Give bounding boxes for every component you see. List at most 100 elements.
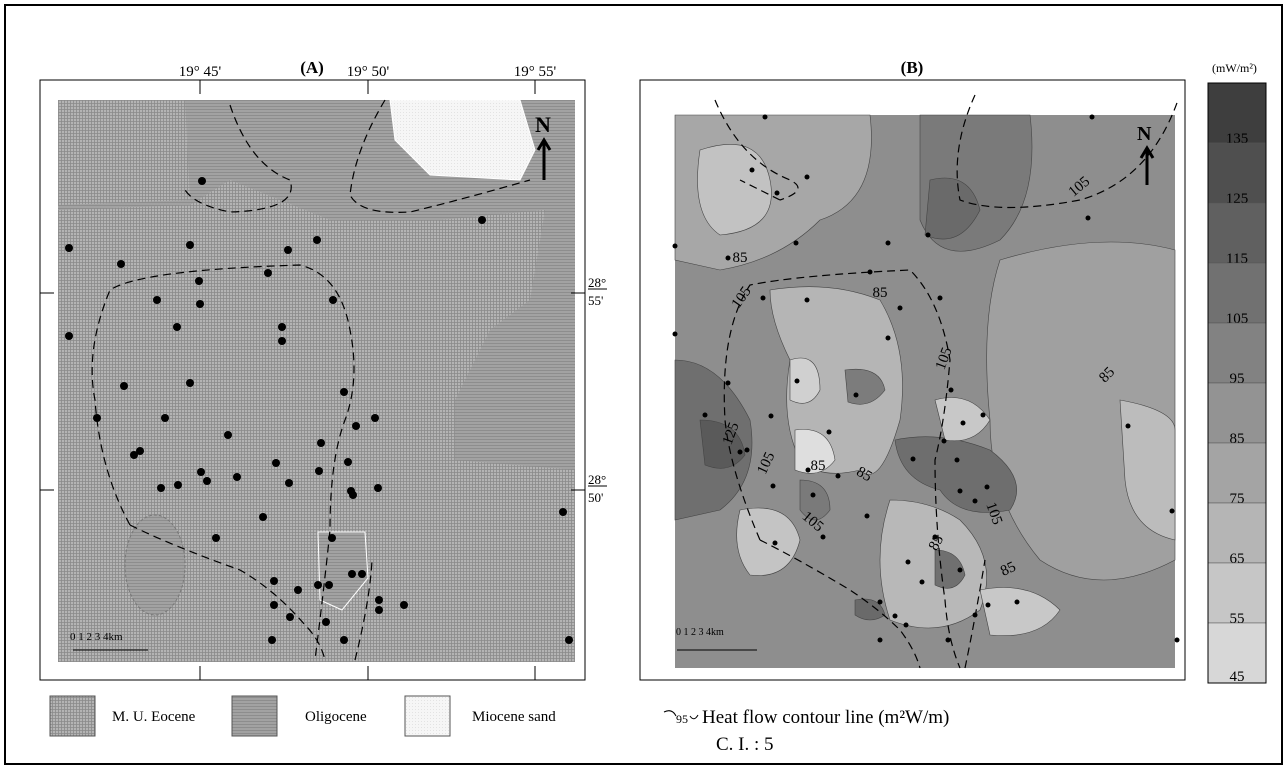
site: [117, 260, 125, 268]
site: [885, 335, 891, 341]
site: [349, 491, 357, 499]
legend-swatch: [404, 695, 451, 737]
site: [120, 382, 128, 390]
legend-swatch: [231, 695, 278, 737]
site: [960, 420, 966, 426]
boundary-lines: [714, 94, 1179, 669]
site: [1174, 637, 1180, 643]
site: [760, 295, 766, 301]
site: [565, 636, 573, 644]
site: [314, 581, 322, 589]
contour-label: 85: [733, 250, 748, 266]
site: [937, 295, 943, 301]
site: [348, 570, 356, 578]
contour-fills: [674, 114, 1176, 636]
site: [954, 457, 960, 463]
site: [375, 606, 383, 614]
site: [374, 484, 382, 492]
site: [186, 241, 194, 249]
site: [313, 236, 321, 244]
site: [186, 379, 194, 387]
site: [157, 484, 165, 492]
site: [93, 414, 101, 422]
panel-label: (A)19° 45'19° 50'19° 55'28°55'28°50': [300, 58, 324, 77]
site: [903, 622, 909, 628]
site: [371, 414, 379, 422]
oligocene-area: [124, 514, 186, 616]
site: [325, 581, 333, 589]
contour-label: 85: [873, 285, 888, 301]
north-arrow: [1139, 145, 1155, 185]
site: [161, 414, 169, 422]
latitude-minutes: 55': [588, 293, 603, 308]
site: [972, 612, 978, 618]
site: [702, 412, 708, 418]
site: [294, 586, 302, 594]
site: [173, 323, 181, 331]
site: [65, 332, 73, 340]
site: [768, 413, 774, 419]
site: [259, 513, 267, 521]
site: [268, 636, 276, 644]
colorbar-frame: [1207, 82, 1267, 684]
site: [153, 296, 161, 304]
north-arrow: [536, 137, 552, 180]
site: [286, 613, 294, 621]
site: [284, 246, 292, 254]
legend-label: Oligocene: [305, 709, 367, 725]
site: [919, 579, 925, 585]
site: [1085, 215, 1091, 221]
colorbar-band: [1207, 142, 1267, 204]
longitude-label: 19° 45': [179, 64, 222, 80]
panel-label: (B): [901, 58, 924, 77]
site: [774, 190, 780, 196]
site: [278, 323, 286, 331]
legend-swatch: [49, 695, 96, 737]
site: [897, 305, 903, 311]
miocene-area: [389, 99, 536, 181]
site: [725, 255, 731, 261]
site: [749, 167, 755, 173]
site: [203, 477, 211, 485]
legend-label: C. I. : 5: [716, 734, 774, 755]
north-label: N: [535, 112, 551, 137]
legend-label: Heat flow contour line (m²W/m): [702, 707, 949, 728]
colorbar-title: (mW/m²): [1212, 61, 1257, 75]
sites: [65, 177, 573, 644]
site: [948, 387, 954, 393]
site: [867, 269, 873, 275]
site: [270, 577, 278, 585]
site: [400, 601, 408, 609]
contour-label: 125: [720, 420, 743, 447]
site: [905, 559, 911, 565]
latitude-minutes: 50': [588, 490, 603, 505]
site: [224, 431, 232, 439]
colorbar-band: [1207, 562, 1267, 624]
site: [344, 458, 352, 466]
contour-label: 85: [998, 559, 1018, 580]
site: [770, 483, 776, 489]
site: [340, 636, 348, 644]
site: [877, 637, 883, 643]
site: [957, 488, 963, 494]
contour-label: 85: [811, 458, 826, 474]
eocene-area: [58, 180, 575, 662]
site: [772, 540, 778, 546]
legend: M. U. Eocene Oligocene Miocene sand 95 H…: [49, 695, 949, 755]
site: [285, 479, 293, 487]
site: [984, 484, 990, 490]
eocene-area: [58, 100, 190, 205]
colorbar-band: [1207, 622, 1267, 684]
site: [212, 534, 220, 542]
legend-label: M. U. Eocene: [112, 709, 196, 725]
site: [725, 380, 731, 386]
site: [672, 243, 678, 249]
sites: [672, 114, 1180, 643]
site: [737, 449, 743, 455]
contour-label: 105: [933, 345, 956, 372]
site: [278, 337, 286, 345]
longitude-label: 19° 55': [514, 64, 557, 80]
